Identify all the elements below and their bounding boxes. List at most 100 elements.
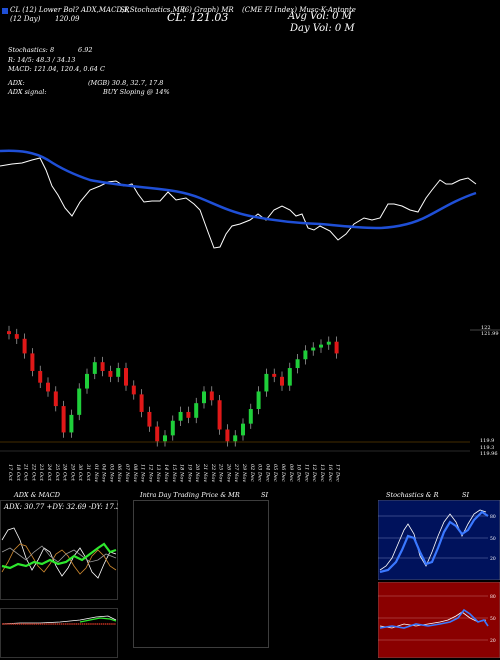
header-day-left: (12 Day) (10, 15, 41, 23)
rsi-white-line (379, 611, 487, 629)
date-label: 22 Oct (30, 463, 36, 482)
header-avg-vol: Avg Vol: 0 M (288, 11, 352, 22)
price-axis-top-b: 121.99 (481, 331, 499, 337)
date-label: 15 Nov (171, 464, 177, 482)
date-label: 05 Nov (108, 464, 114, 482)
date-label: 12 Dec (311, 464, 317, 482)
candle-body (194, 403, 199, 418)
rsi-panel: 80 50 20 (378, 582, 500, 658)
adx-panel-frame (0, 500, 118, 600)
price-axis: 122 121.99 119.9 119.3 119.96 (470, 325, 500, 457)
candlestick-chart (7, 325, 339, 447)
stoch-white-line (379, 509, 487, 571)
macd-panel-frame (0, 608, 118, 658)
rsi-level-50-label: 50 (490, 616, 496, 622)
adx-readout: ADX: 30.77 +DY: 32.69 -DY: 17.31 (3, 503, 118, 511)
date-label: 24 Oct (46, 463, 52, 482)
adx-gray-line (1, 545, 117, 563)
stat-macd-line: MACD: 121.04, 120.4, 0.64 C (8, 65, 105, 73)
date-label: 28 Oct (62, 463, 68, 482)
rsi-level-20-label: 20 (490, 638, 496, 644)
stoch-blue-line (379, 510, 489, 574)
date-label: 25 Nov (218, 463, 224, 482)
rsi-level-80-label: 80 (490, 594, 496, 600)
stat-adx-signal-value: BUY Sloping @ 14% (103, 88, 170, 96)
candle-body (303, 350, 308, 360)
price-axis-bottom-c: 119.96 (480, 451, 498, 457)
date-label: 21 Oct (23, 463, 29, 482)
date-label: 09 Dec (288, 464, 294, 482)
candle-body (311, 347, 316, 351)
date-label: 26 Nov (225, 463, 231, 482)
candle-body (14, 334, 19, 339)
stat-adx-label: ADX: (8, 79, 25, 87)
date-label: 02 Dec (249, 464, 255, 482)
stat-stochastics-label: Stochastics: 8 (8, 46, 55, 54)
intraday-panel-frame (133, 500, 269, 648)
header-line1-mid: SI,Stochastics,MR (120, 6, 186, 14)
candle-body (131, 385, 136, 395)
candle-body (256, 391, 261, 410)
date-label: 17 Oct (7, 464, 13, 482)
date-label: 05 Dec (272, 464, 278, 482)
date-label: 29 Nov (241, 463, 247, 482)
date-label: 07 Nov (124, 464, 130, 482)
candle-body (233, 435, 238, 442)
macd-green-line (79, 617, 117, 623)
moving-average-line (0, 149, 477, 230)
date-label: 30 Oct (77, 464, 83, 482)
candle-body (241, 423, 245, 436)
candle-body (209, 391, 214, 401)
price-axis-bottom-b: 119.3 (480, 445, 494, 451)
header-line1-left: CL (12) Lower Bol? ADX,MACD,R (10, 6, 130, 14)
header-close-prev: 120.09 (55, 15, 80, 23)
stat-stochastics-value: 6.92 (78, 46, 93, 54)
candle-body (202, 391, 206, 404)
date-label: 04 Dec (264, 464, 270, 482)
candle-body (30, 353, 35, 371)
adx-white-line (1, 527, 117, 579)
candle-body (116, 368, 121, 377)
rsi-panel-bg (378, 582, 500, 658)
close-price-line (0, 157, 477, 249)
candle-body (108, 370, 113, 377)
date-label: 31 Oct (85, 464, 91, 482)
candle-body (46, 382, 50, 392)
date-label: 25 Oct (54, 463, 60, 482)
date-label: 01 Nov (93, 464, 99, 482)
candle-body (77, 388, 82, 415)
date-label: 13 Dec (319, 464, 325, 482)
date-label: 27 Nov (233, 463, 239, 482)
stochastics-panel: 80 50 20 (378, 500, 500, 580)
candle-body (92, 362, 97, 374)
intraday-panel (133, 500, 269, 648)
date-label: 06 Nov (116, 464, 122, 482)
candle-body (280, 376, 284, 386)
candle-body (248, 409, 253, 424)
rsi-blue-line (379, 608, 489, 629)
header-day-vol: Day Vol: 0 M (290, 23, 355, 34)
stat-adx-signal-label: ADX signal: (8, 88, 47, 96)
date-label: 11 Nov (140, 464, 146, 482)
adx-panel-title: ADX & MACD (14, 491, 60, 499)
candle-body (272, 373, 277, 377)
candle-body (264, 373, 269, 392)
date-label: 21 Nov (202, 463, 208, 482)
date-label: 03 Dec (257, 464, 263, 482)
date-label: 06 Dec (280, 464, 286, 482)
candle-body (155, 426, 160, 442)
candle-body (326, 341, 331, 345)
stoch-panel-si: SI (462, 491, 470, 499)
adx-orange-line (1, 543, 117, 575)
date-label: 10 Dec (296, 464, 302, 482)
header-line1-right-b: (CME FI Index) Musc-K-Antonte (242, 6, 356, 14)
stoch-level-20-label: 20 (490, 556, 496, 562)
date-label: 11 Dec (303, 464, 309, 482)
header-line1-right-a: (6) Graph) MR (182, 6, 234, 14)
candle-body (85, 373, 89, 389)
candle-body (186, 411, 191, 418)
date-label: 29 Oct (69, 463, 75, 482)
candle-body (7, 331, 11, 335)
stoch-level-80-label: 80 (490, 514, 496, 520)
date-label: 14 Nov (163, 464, 169, 482)
